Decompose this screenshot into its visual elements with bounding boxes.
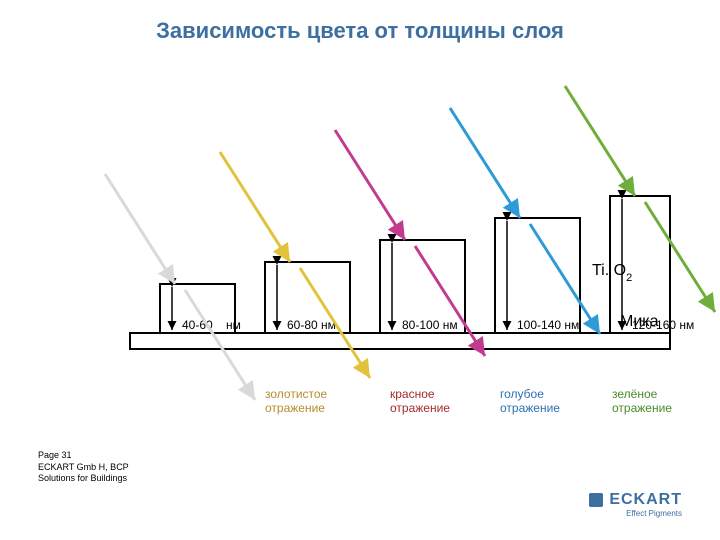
footer-org1: ECKART Gmb H, BCP [38, 462, 129, 473]
reflection-label-2-l0: красное [390, 387, 435, 401]
reflection-label-1-l1: отражение [265, 401, 325, 415]
page-number: Page 31 [38, 450, 129, 461]
footer-left: Page 31 ECKART Gmb H, BCP Solutions for … [38, 450, 129, 484]
reflection-label-2-l1: отражение [390, 401, 450, 415]
svg-text:нм: нм [226, 318, 241, 332]
reflection-label-3-l1: отражение [500, 401, 560, 415]
slide-title: Зависимость цвета от толщины слоя [0, 18, 720, 44]
logo-tagline: Effect Pigments [589, 509, 682, 518]
title-text: Зависимость цвета от толщины слоя [156, 18, 564, 43]
outgoing-arrow-4 [645, 202, 715, 312]
label-tio2: Ti. O2 [592, 262, 632, 284]
step-label-0: 40-60 [182, 318, 213, 332]
outgoing-arrow-3 [530, 224, 600, 334]
step-label-4: 120-160 нм [632, 318, 694, 332]
step-label-3: 100-140 нм [517, 318, 579, 332]
reflection-label-4-l0: зелёное [612, 387, 658, 401]
step-label-2: 80-100 нм [402, 318, 458, 332]
brand-logo: ECKART Effect Pigments [589, 491, 682, 518]
reflection-label-3-l0: голубое [500, 387, 544, 401]
logo-name: ECKART [609, 491, 682, 509]
incoming-arrow-4 [565, 86, 635, 196]
reflection-label-4-l1: отражение [612, 401, 672, 415]
incoming-arrow-2 [335, 130, 405, 240]
outgoing-arrow-2 [415, 246, 485, 356]
reflection-label-1-l0: золотистое [265, 387, 328, 401]
incoming-arrow-3 [450, 108, 520, 218]
step-label-1: 60-80 нм [287, 318, 336, 332]
logo-mark-icon [589, 493, 603, 507]
footer-org2: Solutions for Buildings [38, 473, 129, 484]
label-mica: Мика [620, 313, 659, 330]
incoming-arrow-0 [105, 174, 175, 284]
outgoing-arrow-1 [300, 268, 370, 378]
incoming-arrow-1 [220, 152, 290, 262]
outgoing-arrow-0 [185, 290, 255, 400]
